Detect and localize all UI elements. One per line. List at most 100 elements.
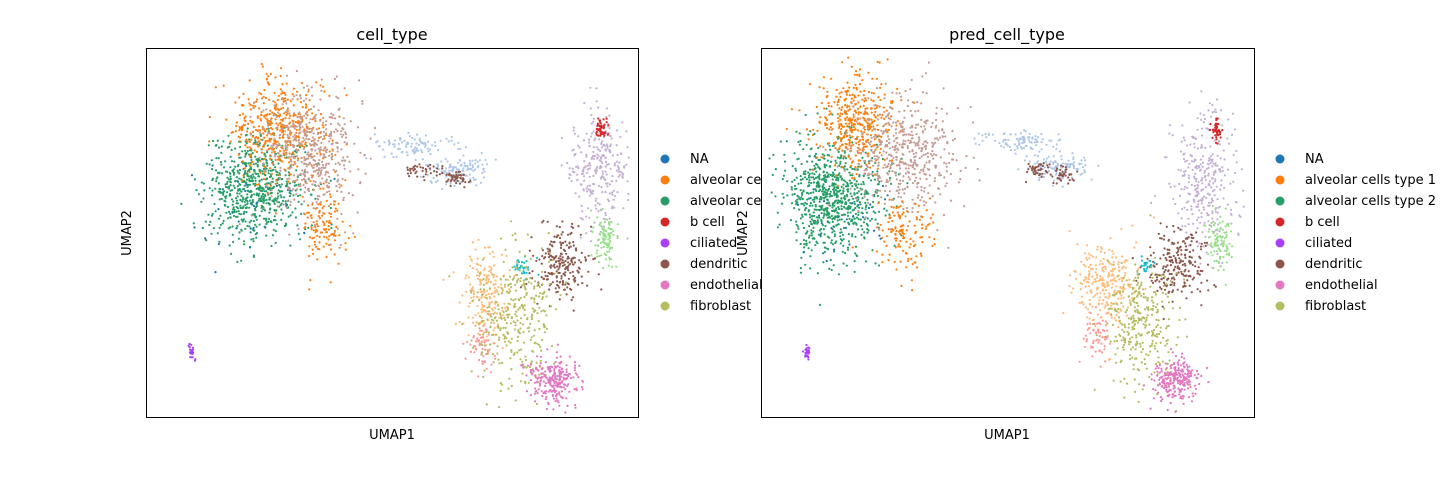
data-point (818, 86, 821, 89)
data-point (569, 174, 572, 177)
data-point (835, 95, 838, 98)
data-point (265, 108, 268, 111)
data-point (310, 164, 313, 167)
data-point (447, 140, 450, 143)
data-point (575, 389, 578, 392)
data-point (485, 277, 488, 280)
data-point (230, 160, 234, 163)
data-point (284, 141, 287, 144)
data-point (330, 132, 333, 135)
data-point (854, 206, 857, 210)
data-point (307, 108, 310, 112)
scatter-points (180, 62, 630, 414)
data-point (500, 286, 503, 290)
data-point (218, 226, 221, 229)
data-point (847, 155, 850, 158)
data-point (235, 197, 238, 200)
data-point (296, 165, 299, 168)
data-point (292, 153, 295, 156)
data-point (823, 197, 826, 200)
data-point (814, 152, 818, 155)
data-point (608, 236, 611, 240)
data-point (804, 201, 807, 204)
data-point (308, 236, 311, 239)
data-point (549, 305, 553, 308)
data-point (510, 220, 513, 223)
data-point (852, 86, 855, 89)
data-point (480, 316, 483, 319)
data-point (262, 102, 265, 105)
data-point (469, 283, 472, 286)
data-point (486, 306, 489, 309)
data-point (580, 151, 583, 154)
data-point (618, 161, 621, 164)
data-point (574, 153, 577, 156)
data-point (279, 194, 282, 197)
data-point (257, 125, 261, 128)
data-point (364, 172, 367, 175)
data-point (626, 180, 629, 183)
data-point (593, 169, 596, 172)
data-point (285, 74, 288, 77)
data-point (594, 199, 597, 202)
data-point (525, 374, 528, 377)
data-point (812, 168, 815, 171)
data-point (253, 101, 256, 104)
data-point (276, 192, 279, 195)
data-point (838, 107, 841, 110)
data-point (559, 262, 562, 265)
data-point (483, 246, 487, 249)
data-point (918, 157, 921, 160)
data-point (249, 108, 252, 111)
data-point (589, 135, 593, 138)
data-point (837, 207, 841, 211)
data-point (302, 136, 305, 140)
data-point (854, 245, 858, 248)
data-point (335, 141, 338, 144)
data-point (193, 178, 196, 181)
data-point (260, 111, 263, 114)
data-point (343, 167, 346, 170)
data-point (807, 176, 811, 179)
data-point (874, 158, 877, 161)
data-point (260, 195, 263, 198)
data-point (278, 115, 281, 118)
data-point (559, 293, 562, 297)
data-point (242, 212, 245, 215)
data-point (570, 225, 573, 228)
data-point (217, 208, 220, 211)
data-point (254, 162, 258, 165)
data-point (303, 134, 306, 137)
data-point (302, 86, 305, 89)
data-point (278, 156, 281, 159)
data-point (322, 116, 325, 120)
data-point (222, 140, 225, 143)
data-point (606, 182, 609, 185)
data-point (337, 161, 340, 164)
data-point (268, 113, 271, 116)
data-point (369, 137, 372, 140)
data-point (542, 392, 545, 395)
data-point (550, 240, 553, 243)
data-point (556, 234, 559, 237)
data-point (229, 140, 232, 143)
data-point (604, 191, 607, 194)
data-point (234, 130, 237, 133)
data-point (551, 385, 554, 388)
data-point (333, 231, 336, 234)
data-point (516, 351, 519, 354)
data-point (793, 184, 797, 187)
data-point (867, 152, 870, 155)
data-point (883, 93, 886, 96)
data-point (573, 261, 577, 264)
data-point (482, 288, 485, 291)
data-point (886, 135, 890, 138)
data-point (920, 125, 923, 128)
data-point (279, 88, 282, 91)
data-point (818, 174, 821, 177)
data-point (823, 166, 827, 169)
data-point (827, 173, 830, 176)
data-point (227, 134, 230, 137)
data-point (812, 128, 815, 131)
data-point (559, 385, 562, 388)
